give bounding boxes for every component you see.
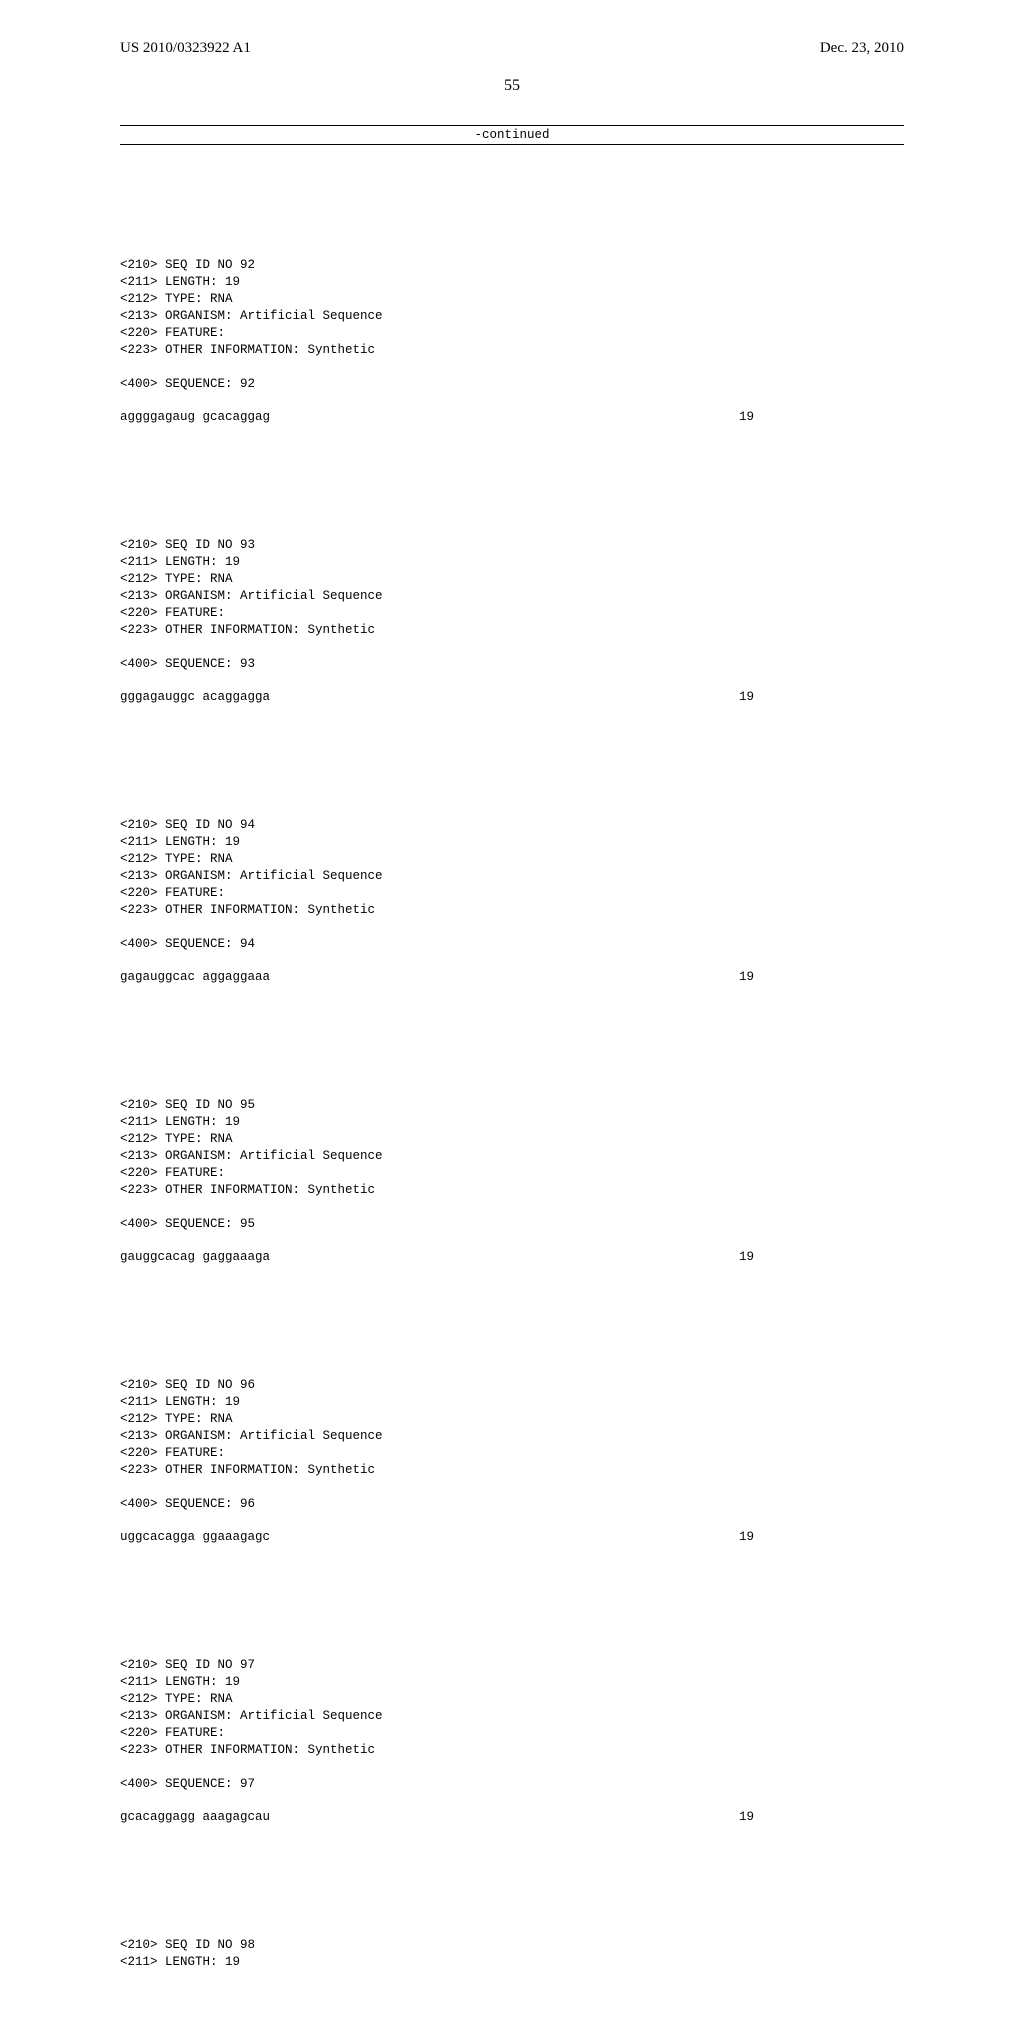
continued-label: -continued — [120, 125, 904, 145]
length-line: <211> LENGTH: 19 — [120, 835, 240, 849]
type-line: <212> TYPE: RNA — [120, 1412, 233, 1426]
sequence-text: gauggcacag gaggaaaga — [120, 1249, 270, 1266]
sequence-data-line: gggagauggc acaggagga 19 — [120, 689, 904, 706]
seq-id-line: <210> SEQ ID NO 95 — [120, 1098, 255, 1112]
seq-id-line: <210> SEQ ID NO 96 — [120, 1378, 255, 1392]
sequence-data-line: uggcacagga ggaaagagc 19 — [120, 1529, 904, 1546]
feature-line: <220> FEATURE: — [120, 1166, 225, 1180]
sequence-block: <210> SEQ ID NO 96 <211> LENGTH: 19 <212… — [120, 1361, 904, 1564]
length-line: <211> LENGTH: 19 — [120, 555, 240, 569]
other-info-line: <223> OTHER INFORMATION: Synthetic — [120, 1463, 375, 1477]
page-header: US 2010/0323922 A1 Dec. 23, 2010 — [120, 40, 904, 57]
organism-line: <213> ORGANISM: Artificial Sequence — [120, 1149, 383, 1163]
sequence-text: aggggagaug gcacaggag — [120, 409, 270, 426]
other-info-line: <223> OTHER INFORMATION: Synthetic — [120, 1743, 375, 1757]
sequence-block: <210> SEQ ID NO 95 <211> LENGTH: 19 <212… — [120, 1081, 904, 1284]
other-info-line: <223> OTHER INFORMATION: Synthetic — [120, 903, 375, 917]
page-number: 55 — [120, 77, 904, 95]
seq-id-line: <210> SEQ ID NO 93 — [120, 538, 255, 552]
sequence-block: <210> SEQ ID NO 93 <211> LENGTH: 19 <212… — [120, 521, 904, 724]
sequence-length-marker: 19 — [739, 969, 904, 986]
length-line: <211> LENGTH: 19 — [120, 1675, 240, 1689]
type-line: <212> TYPE: RNA — [120, 852, 233, 866]
feature-line: <220> FEATURE: — [120, 886, 225, 900]
sequence-block: <210> SEQ ID NO 97 <211> LENGTH: 19 <212… — [120, 1641, 904, 1844]
type-line: <212> TYPE: RNA — [120, 292, 233, 306]
feature-line: <220> FEATURE: — [120, 326, 225, 340]
other-info-line: <223> OTHER INFORMATION: Synthetic — [120, 1183, 375, 1197]
sequence-data-line: gagauggcac aggaggaaa 19 — [120, 969, 904, 986]
type-line: <212> TYPE: RNA — [120, 572, 233, 586]
other-info-line: <223> OTHER INFORMATION: Synthetic — [120, 623, 375, 637]
other-info-line: <223> OTHER INFORMATION: Synthetic — [120, 343, 375, 357]
sequence-length-marker: 19 — [739, 1249, 904, 1266]
sequence-data-line: aggggagaug gcacaggag 19 — [120, 409, 904, 426]
sequence-block-partial: <210> SEQ ID NO 98 <211> LENGTH: 19 — [120, 1921, 904, 1972]
organism-line: <213> ORGANISM: Artificial Sequence — [120, 589, 383, 603]
seq-id-line: <210> SEQ ID NO 92 — [120, 258, 255, 272]
type-line: <212> TYPE: RNA — [120, 1132, 233, 1146]
sequence-header-line: <400> SEQUENCE: 96 — [120, 1497, 255, 1511]
feature-line: <220> FEATURE: — [120, 606, 225, 620]
seq-id-line: <210> SEQ ID NO 98 — [120, 1938, 255, 1952]
sequence-text: gcacaggagg aaagagcau — [120, 1809, 270, 1826]
organism-line: <213> ORGANISM: Artificial Sequence — [120, 1429, 383, 1443]
seq-id-line: <210> SEQ ID NO 94 — [120, 818, 255, 832]
sequence-block: <210> SEQ ID NO 92 <211> LENGTH: 19 <212… — [120, 241, 904, 444]
organism-line: <213> ORGANISM: Artificial Sequence — [120, 309, 383, 323]
publication-number: US 2010/0323922 A1 — [120, 40, 251, 57]
sequence-text: uggcacagga ggaaagagc — [120, 1529, 270, 1546]
sequence-length-marker: 19 — [739, 409, 904, 426]
feature-line: <220> FEATURE: — [120, 1446, 225, 1460]
page-container: US 2010/0323922 A1 Dec. 23, 2010 55 -con… — [0, 0, 1024, 1320]
feature-line: <220> FEATURE: — [120, 1726, 225, 1740]
seq-id-line: <210> SEQ ID NO 97 — [120, 1658, 255, 1672]
sequence-header-line: <400> SEQUENCE: 97 — [120, 1777, 255, 1791]
type-line: <212> TYPE: RNA — [120, 1692, 233, 1706]
sequence-length-marker: 19 — [739, 1529, 904, 1546]
sequence-block: <210> SEQ ID NO 94 <211> LENGTH: 19 <212… — [120, 801, 904, 1004]
sequence-header-line: <400> SEQUENCE: 92 — [120, 377, 255, 391]
sequence-header-line: <400> SEQUENCE: 94 — [120, 937, 255, 951]
sequence-listing: <210> SEQ ID NO 92 <211> LENGTH: 19 <212… — [120, 173, 904, 2032]
organism-line: <213> ORGANISM: Artificial Sequence — [120, 869, 383, 883]
sequence-text: gagauggcac aggaggaaa — [120, 969, 270, 986]
sequence-header-line: <400> SEQUENCE: 95 — [120, 1217, 255, 1231]
length-line: <211> LENGTH: 19 — [120, 1115, 240, 1129]
sequence-length-marker: 19 — [739, 1809, 904, 1826]
sequence-data-line: gauggcacag gaggaaaga 19 — [120, 1249, 904, 1266]
length-line: <211> LENGTH: 19 — [120, 275, 240, 289]
organism-line: <213> ORGANISM: Artificial Sequence — [120, 1709, 383, 1723]
publication-date: Dec. 23, 2010 — [820, 40, 904, 57]
length-line: <211> LENGTH: 19 — [120, 1955, 240, 1969]
sequence-data-line: gcacaggagg aaagagcau 19 — [120, 1809, 904, 1826]
sequence-text: gggagauggc acaggagga — [120, 689, 270, 706]
sequence-length-marker: 19 — [739, 689, 904, 706]
length-line: <211> LENGTH: 19 — [120, 1395, 240, 1409]
sequence-header-line: <400> SEQUENCE: 93 — [120, 657, 255, 671]
